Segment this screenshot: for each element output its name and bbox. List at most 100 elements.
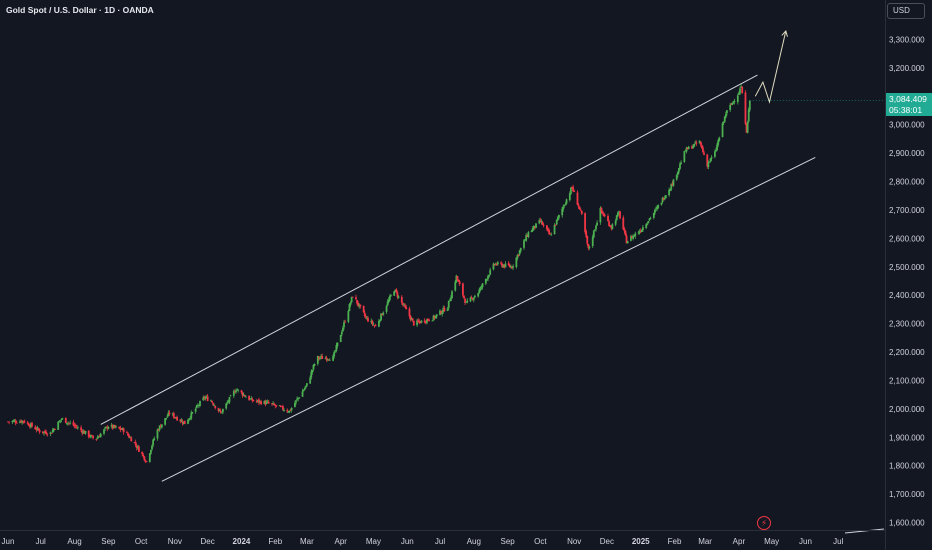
candle-body bbox=[206, 396, 209, 401]
candle-body bbox=[699, 141, 702, 145]
candle-body bbox=[703, 152, 705, 155]
candle-body bbox=[290, 407, 293, 411]
candle-body bbox=[45, 431, 48, 435]
candle-body bbox=[741, 86, 744, 94]
candle-body bbox=[685, 147, 688, 152]
candle-body bbox=[320, 356, 322, 358]
candle-body bbox=[34, 426, 37, 430]
candle-body bbox=[515, 257, 518, 268]
candle-body bbox=[295, 400, 297, 403]
candle-body bbox=[128, 435, 130, 438]
candle-body bbox=[615, 215, 618, 221]
time-axis[interactable]: Jun Jul Aug Sep Oct Nov Dec 2024 Feb Mar Apr May Jun… bbox=[2, 537, 844, 546]
candle-body bbox=[69, 422, 72, 424]
currency-selector[interactable]: USD bbox=[887, 3, 925, 19]
candle-body bbox=[134, 442, 137, 445]
time-tick-label: Dec bbox=[600, 537, 614, 546]
candle-body bbox=[676, 171, 679, 175]
candle-body bbox=[179, 419, 182, 422]
candle-body bbox=[442, 307, 445, 312]
candle-body bbox=[67, 422, 69, 424]
candle-body bbox=[189, 418, 192, 419]
candle-body bbox=[563, 205, 566, 207]
candle-body bbox=[451, 291, 453, 299]
candle-body bbox=[280, 406, 283, 407]
candle-body bbox=[243, 395, 246, 397]
candle-body bbox=[577, 204, 580, 207]
time-tick-label: 2024 bbox=[233, 537, 251, 546]
candle-body bbox=[706, 154, 709, 167]
candle-body bbox=[534, 226, 536, 228]
candle-body bbox=[219, 410, 222, 413]
candle-body bbox=[64, 417, 67, 424]
candle-body bbox=[439, 310, 441, 315]
candle-body bbox=[385, 306, 388, 312]
candle-body bbox=[279, 406, 282, 407]
candle-body bbox=[648, 218, 651, 221]
candle-body bbox=[19, 421, 21, 423]
candle-body bbox=[547, 228, 549, 231]
time-tick-label: Jun bbox=[799, 537, 812, 546]
last-price-tag: 3,084.409 05:38:01 bbox=[886, 93, 932, 116]
candle-body bbox=[686, 147, 689, 150]
candle-body bbox=[42, 431, 44, 433]
channel-lower-line bbox=[161, 156, 816, 482]
candle-body bbox=[11, 420, 14, 422]
price-axis[interactable]: 3,300.0003,200.0003,100.0003,000.0002,90… bbox=[889, 36, 925, 528]
candle-body bbox=[372, 324, 375, 326]
candle-body bbox=[619, 211, 621, 219]
candle-body bbox=[339, 334, 342, 343]
candle-body bbox=[213, 405, 216, 407]
candle-body bbox=[610, 225, 613, 229]
candle-body bbox=[396, 292, 399, 297]
price-tick-label: 1,800.000 bbox=[889, 462, 925, 471]
candle-body bbox=[326, 359, 329, 360]
candle-body bbox=[110, 424, 113, 427]
candle-body bbox=[618, 211, 620, 213]
candle-body bbox=[111, 424, 114, 429]
candle-body bbox=[469, 297, 472, 302]
candle-body bbox=[565, 199, 568, 204]
candle-body bbox=[76, 427, 79, 429]
candle-body bbox=[549, 233, 552, 235]
price-tick-label: 2,300.000 bbox=[889, 320, 925, 329]
price-tick-label: 1,700.000 bbox=[889, 490, 925, 499]
candle-body bbox=[624, 230, 627, 236]
candle-body bbox=[588, 246, 591, 248]
candle-body bbox=[374, 325, 377, 327]
candle-body bbox=[332, 355, 334, 361]
candle-body bbox=[516, 255, 519, 259]
candle-body bbox=[244, 396, 247, 398]
candle-body bbox=[232, 391, 235, 396]
candle-body bbox=[594, 229, 596, 231]
candle-body bbox=[723, 116, 726, 122]
candle-body bbox=[259, 401, 261, 402]
candle-body bbox=[143, 456, 146, 461]
lightning-bolt-icon[interactable]: ⚡ bbox=[757, 516, 771, 530]
candle-body bbox=[141, 452, 144, 455]
candle-body bbox=[142, 454, 145, 456]
candle-body bbox=[657, 205, 660, 208]
candle-body bbox=[693, 143, 696, 147]
candle-body bbox=[152, 439, 154, 446]
candle-body bbox=[106, 426, 109, 429]
candle-body bbox=[409, 315, 412, 320]
candle-body bbox=[695, 142, 698, 144]
candle-body bbox=[736, 95, 739, 103]
candle-body bbox=[54, 429, 56, 430]
candle-body bbox=[550, 234, 553, 236]
candle-body bbox=[501, 263, 504, 267]
time-tick-label: Nov bbox=[567, 537, 581, 546]
candle-body bbox=[646, 223, 649, 225]
channel-upper-line bbox=[100, 74, 758, 425]
candle-body bbox=[278, 405, 281, 407]
candle-body bbox=[447, 300, 450, 308]
candle-body bbox=[105, 426, 108, 428]
candle-body bbox=[350, 296, 353, 303]
candle-body bbox=[470, 297, 473, 299]
candle-body bbox=[642, 227, 644, 231]
candle-body bbox=[616, 212, 619, 217]
candle-body bbox=[647, 220, 650, 224]
candle-body bbox=[717, 140, 720, 145]
